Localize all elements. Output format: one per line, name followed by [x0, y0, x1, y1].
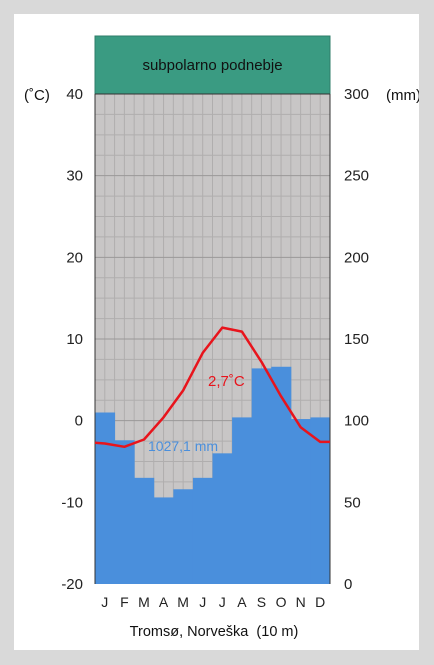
precipitation-bar — [290, 419, 311, 584]
month-label: A — [159, 594, 169, 610]
right-axis-ticks: 0 50 100 150 200 250 300 — [344, 86, 369, 593]
precipitation-bar — [173, 489, 194, 584]
precipitation-bar — [134, 477, 155, 584]
left-tick-label: 40 — [66, 86, 83, 103]
month-label: O — [276, 594, 287, 610]
left-tick-label: 0 — [75, 413, 83, 430]
left-axis-ticks: -20 -10 0 10 20 30 40 — [61, 86, 83, 593]
right-tick-label: 0 — [344, 576, 352, 593]
right-tick-label: 300 — [344, 86, 369, 103]
precipitation-bars — [95, 366, 330, 584]
right-tick-label: 100 — [344, 413, 369, 430]
precipitation-bar — [271, 366, 292, 584]
precipitation-bar — [192, 477, 213, 584]
precipitation-bar — [251, 368, 272, 584]
right-tick-label: 250 — [344, 168, 369, 185]
left-axis-unit: (˚C) — [24, 87, 50, 104]
precipitation-bar — [212, 453, 233, 584]
precipitation-bar — [310, 417, 330, 584]
chart-title: subpolarno podnebje — [142, 57, 282, 74]
left-tick-label: -10 — [61, 494, 83, 511]
month-label: N — [296, 594, 306, 610]
header-band — [94, 35, 331, 95]
month-label: D — [315, 594, 325, 610]
month-label: S — [257, 594, 266, 610]
right-tick-label: 150 — [344, 331, 369, 348]
month-label: J — [101, 594, 108, 610]
left-tick-label: 20 — [66, 249, 83, 266]
precipitation-bar — [153, 497, 174, 584]
precipitation-bar — [232, 417, 253, 584]
annual-temperature-label: 2,7˚C — [208, 373, 245, 390]
right-axis-unit: (mm) — [386, 87, 419, 104]
chart-caption: Tromsø, Norveška (10 m) — [130, 624, 299, 640]
month-label: F — [120, 594, 129, 610]
month-label: J — [219, 594, 226, 610]
left-tick-label: 30 — [66, 168, 83, 185]
left-tick-label: 10 — [66, 331, 83, 348]
climate-chart: subpolarno podnebje 2,7˚C 1027,1 mm -20-… — [24, 35, 419, 640]
left-tick-label: -20 — [61, 576, 83, 593]
month-label: A — [237, 594, 247, 610]
month-label: J — [199, 594, 206, 610]
month-label: M — [177, 594, 189, 610]
annual-precipitation-label: 1027,1 mm — [148, 438, 218, 454]
month-label: M — [138, 594, 150, 610]
climate-card: subpolarno podnebje 2,7˚C 1027,1 mm -20-… — [14, 14, 419, 650]
precipitation-bar — [95, 412, 116, 584]
right-tick-label: 50 — [344, 494, 361, 511]
right-tick-label: 200 — [344, 249, 369, 266]
precipitation-bar — [114, 440, 135, 584]
temperature-line — [95, 326, 330, 449]
